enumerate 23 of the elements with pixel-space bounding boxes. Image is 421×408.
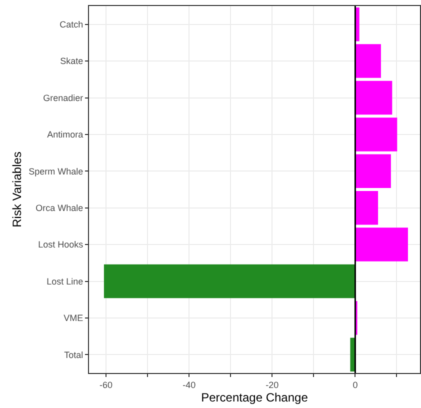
y-tick-label: Sperm Whale [28,166,84,176]
y-axis-title: Risk Variables [10,152,24,228]
bar [355,154,391,188]
y-tick-label: Antimora [47,130,84,140]
x-tick-label: 0 [352,380,358,390]
bar [355,118,398,152]
y-tick-label: Total [64,350,84,360]
bar [355,228,408,262]
y-tick-label: VME [64,313,84,324]
bar [355,80,392,115]
y-tick-label: Grenadier [43,92,84,103]
x-tick-label: -40 [182,380,196,390]
x-axis-title: Percentage Change [201,390,308,405]
x-tick-label: -60 [100,380,113,390]
y-tick-label: Orca Whale [36,203,84,213]
bar [104,264,356,298]
y-tick-label: Lost Hooks [38,240,84,250]
y-tick-label: Catch [60,20,84,30]
bar [355,190,378,225]
bar [355,44,381,78]
x-tick-label: -20 [266,380,279,390]
y-tick-label: Lost Line [46,276,84,286]
y-tick-label: Skate [60,56,84,66]
